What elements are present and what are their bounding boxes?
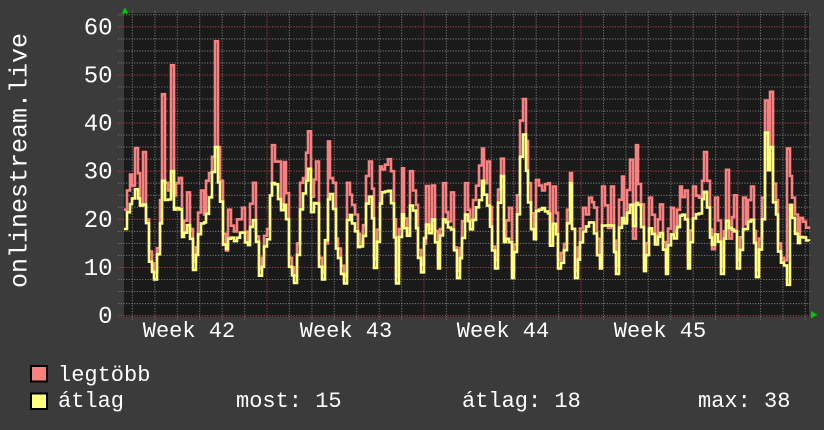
svg-text:0: 0 — [98, 304, 112, 331]
svg-text:max: 38: max: 38 — [698, 389, 790, 414]
svg-text:50: 50 — [84, 64, 113, 91]
svg-text:onlinestream.live: onlinestream.live — [6, 33, 35, 288]
svg-text:most: 15: most: 15 — [236, 389, 342, 414]
svg-text:Week 43: Week 43 — [300, 319, 392, 344]
svg-text:Week 45: Week 45 — [614, 319, 706, 344]
svg-text:60: 60 — [84, 15, 113, 42]
svg-text:Week 44: Week 44 — [457, 319, 549, 344]
svg-text:átlag: átlag — [58, 389, 124, 414]
svg-text:10: 10 — [84, 256, 113, 283]
svg-text:30: 30 — [84, 160, 113, 187]
svg-text:Week 42: Week 42 — [143, 319, 235, 344]
svg-text:legtöbb: legtöbb — [58, 363, 150, 388]
svg-text:átlag: 18: átlag: 18 — [462, 389, 581, 414]
svg-text:40: 40 — [84, 112, 113, 139]
svg-text:20: 20 — [84, 208, 113, 235]
